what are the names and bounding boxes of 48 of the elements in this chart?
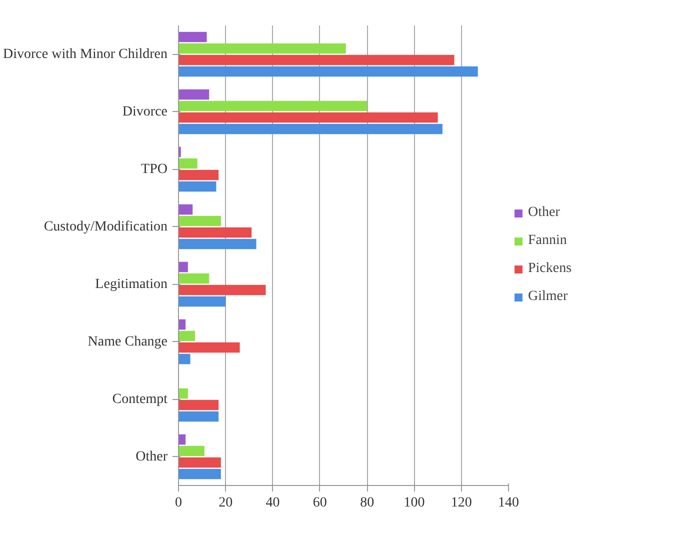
- bar: [178, 100, 368, 112]
- bar: [178, 446, 204, 456]
- y-tick-label: Name Change: [88, 334, 168, 350]
- bar: [178, 457, 221, 468]
- x-tick-label: 80: [360, 496, 374, 510]
- legend-label: Pickens: [528, 261, 572, 277]
- bar: [178, 342, 240, 353]
- bar: [178, 238, 256, 250]
- bar: [178, 158, 198, 169]
- bar: [178, 204, 193, 215]
- bar: [178, 296, 226, 307]
- x-tick-label: 100: [404, 496, 425, 510]
- legend-label: Gilmer: [528, 289, 568, 305]
- bar: [178, 54, 454, 66]
- bar: [178, 400, 219, 410]
- bar: [178, 227, 252, 238]
- x-tick-label: 120: [450, 496, 472, 510]
- bar: [178, 181, 216, 192]
- bar: [178, 124, 442, 134]
- bar: [178, 89, 210, 100]
- y-tick-label: Divorce with Minor Children: [3, 46, 168, 62]
- bar: [178, 388, 188, 399]
- y-tick-label: TPO: [141, 162, 168, 177]
- bar: [178, 273, 210, 284]
- y-tick-label: Legitimation: [95, 276, 168, 292]
- x-tick-label: 140: [498, 496, 519, 510]
- bar: [178, 170, 219, 180]
- bar: [178, 32, 207, 42]
- y-tick-label: Other: [136, 449, 168, 464]
- bar: [178, 262, 188, 272]
- bar: [178, 354, 190, 364]
- bar: [178, 284, 266, 296]
- x-tick-label: 60: [312, 496, 327, 510]
- bar: [178, 66, 478, 77]
- bar: [178, 411, 219, 422]
- bar: [178, 112, 438, 123]
- y-tick-label: Divorce: [122, 104, 168, 120]
- legend-label: Fannin: [528, 233, 567, 249]
- bar: [178, 468, 221, 480]
- y-tick-label: Custody/Modification: [44, 219, 168, 234]
- x-tick-label: 40: [266, 496, 280, 510]
- y-tick-label: Contempt: [112, 392, 168, 407]
- bar: [178, 330, 195, 342]
- x-tick-label: 0: [175, 496, 182, 510]
- legend-label: Other: [528, 205, 560, 221]
- bar: [178, 216, 221, 226]
- bar: [178, 43, 346, 54]
- x-tick-label: 20: [218, 496, 233, 510]
